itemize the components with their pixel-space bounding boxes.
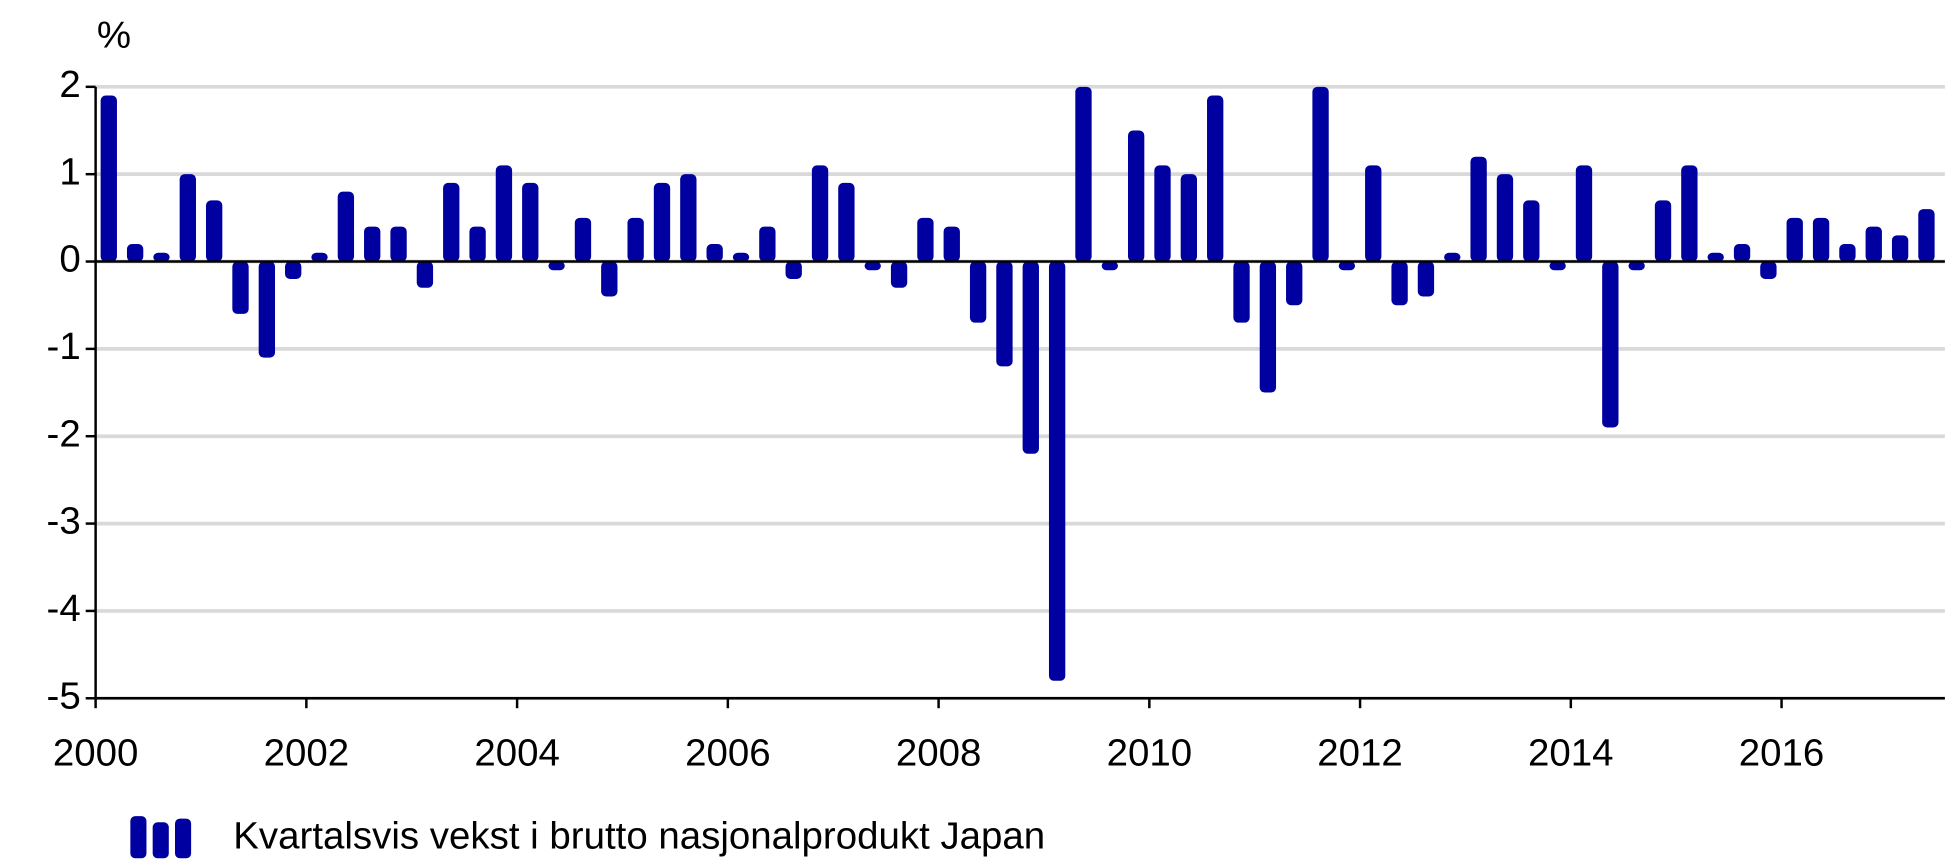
bar — [1101, 261, 1118, 271]
x-tick-label: 2000 — [53, 731, 139, 774]
bar — [522, 182, 539, 262]
bar — [574, 217, 592, 262]
bar — [1207, 95, 1224, 262]
bar — [179, 174, 196, 262]
y-axis-label: % — [97, 13, 131, 56]
x-tick-label: 2002 — [264, 731, 350, 774]
bar — [495, 165, 513, 262]
bar — [1444, 252, 1461, 262]
bar — [469, 226, 486, 262]
x-tick-label: 2012 — [1317, 731, 1403, 774]
bar — [548, 261, 565, 271]
bar — [706, 244, 723, 262]
bar — [1417, 261, 1435, 297]
bar — [1180, 174, 1198, 262]
legend-swatch — [174, 818, 192, 859]
y-tick-label: -5 — [47, 674, 81, 717]
x-tick-label: 2014 — [1528, 731, 1614, 774]
bar — [1575, 165, 1593, 262]
bar — [969, 261, 987, 323]
bar — [1338, 261, 1356, 271]
bar — [1760, 261, 1777, 279]
bar — [126, 244, 144, 262]
bar — [1891, 235, 1909, 262]
bar — [1127, 130, 1145, 262]
bar — [1812, 217, 1830, 262]
bar — [153, 252, 170, 262]
y-tick-label: -2 — [47, 412, 81, 455]
x-tick-label: 2010 — [1107, 731, 1193, 774]
y-tick-label: 2 — [59, 63, 80, 106]
bar — [1786, 217, 1803, 262]
bar — [1865, 226, 1882, 262]
bar — [364, 226, 381, 262]
bar — [1496, 174, 1514, 262]
bar — [1602, 261, 1619, 428]
bar — [1707, 252, 1724, 262]
bar — [1286, 261, 1303, 306]
bar — [1681, 165, 1698, 262]
bar — [1022, 261, 1039, 454]
bar — [337, 191, 355, 262]
bar — [627, 217, 644, 262]
bar — [232, 261, 249, 314]
bar — [1365, 165, 1382, 262]
y-tick-label: 1 — [59, 150, 80, 193]
bar — [1075, 86, 1092, 262]
bar — [1233, 261, 1250, 323]
bar — [205, 200, 223, 262]
bar — [1549, 261, 1566, 271]
y-tick-label: -1 — [47, 325, 81, 368]
bar — [759, 226, 776, 262]
bar — [443, 182, 460, 262]
bar — [864, 261, 881, 271]
legend-label: Kvartalsvis vekst i brutto nasjonalprodu… — [233, 815, 1045, 858]
bar — [653, 182, 671, 262]
y-tick-label: -3 — [47, 500, 81, 543]
bar — [285, 261, 302, 279]
bar — [811, 165, 829, 262]
bar — [311, 252, 328, 262]
bar — [1654, 200, 1672, 262]
bar — [1312, 86, 1329, 262]
bar — [390, 226, 407, 262]
bar — [601, 261, 618, 297]
bar — [732, 252, 750, 262]
y-tick-label: -4 — [47, 587, 81, 630]
x-tick-label: 2006 — [685, 731, 771, 774]
y-tick-label: 0 — [59, 238, 80, 281]
bar — [1154, 165, 1171, 262]
legend-swatch — [152, 822, 169, 859]
x-tick-label: 2008 — [896, 731, 982, 774]
bar — [416, 261, 434, 288]
x-tick-label: 2004 — [474, 731, 560, 774]
bar — [1523, 200, 1540, 262]
bar — [838, 182, 855, 262]
bar — [1733, 244, 1751, 262]
legend-swatch — [130, 816, 147, 859]
bar — [917, 217, 934, 262]
bar — [943, 226, 960, 262]
bar — [1470, 156, 1487, 262]
bar — [100, 95, 117, 262]
bar — [996, 261, 1013, 367]
bar — [258, 261, 276, 358]
bar — [785, 261, 802, 279]
x-tick-label: 2016 — [1739, 731, 1825, 774]
bar — [1628, 261, 1645, 271]
bar — [1918, 209, 1935, 262]
bar — [1839, 244, 1856, 262]
bar — [680, 174, 697, 262]
bar — [890, 261, 908, 288]
bar — [1259, 261, 1277, 393]
bar — [1048, 261, 1066, 681]
bar — [1391, 261, 1408, 306]
